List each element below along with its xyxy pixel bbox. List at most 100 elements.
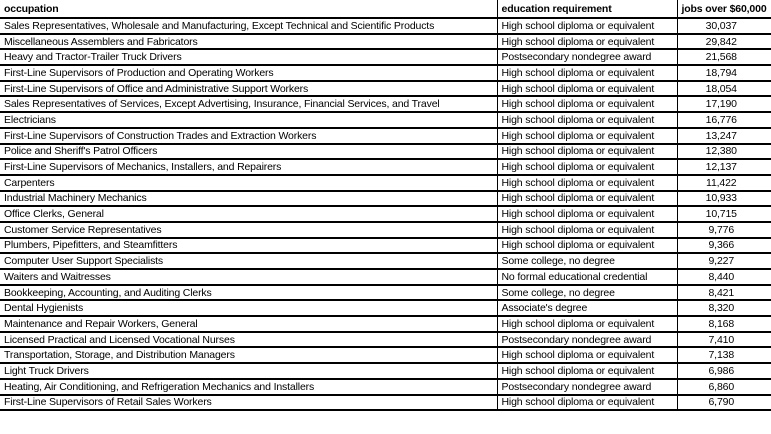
jobs-cell: 21,568 [676, 49, 771, 67]
jobs-cell: 7,410 [676, 331, 771, 349]
jobs-cell: 18,054 [676, 80, 771, 98]
table-row: Industrial Machinery Mechanics High schoo… [0, 190, 771, 208]
table-row: Police and Sheriff's Patrol Officers High… [0, 143, 771, 161]
jobs-cell: 9,227 [676, 253, 771, 270]
table-row: Heating, Air Conditioning, and Refrigera… [0, 378, 771, 396]
occupation-cell: Licensed Practical and Licensed Vocation… [0, 331, 498, 349]
jobs-cell: 29,842 [676, 33, 771, 51]
table-row: Dental Hygienists Associate's degree 8,320 [0, 300, 771, 318]
jobs-cell: 10,715 [676, 206, 771, 223]
education-cell: High school diploma or equivalent [496, 159, 678, 176]
occupation-cell: Heating, Air Conditioning, and Refrigera… [0, 378, 498, 396]
education-cell: Postsecondary nondegree award [496, 331, 678, 349]
occupation-cell: First-Line Supervisors of Office and Adm… [0, 80, 498, 98]
occupation-cell: Police and Sheriff's Patrol Officers [0, 143, 498, 161]
table-row: First-Line Supervisors of Construction T… [0, 127, 771, 145]
jobs-cell: 6,790 [676, 394, 771, 412]
jobs-cell: 18,794 [676, 65, 771, 82]
column-header-jobs-over-60000: jobs over $60,000 [676, 0, 771, 19]
jobs-cell: 10,933 [676, 190, 771, 208]
jobs-cell: 7,138 [676, 347, 771, 365]
table-row: Heavy and Tractor-Trailer Truck Drivers P… [0, 49, 771, 67]
jobs-cell: 8,421 [676, 284, 771, 302]
occupation-cell: Sales Representatives of Services, Excep… [0, 96, 498, 114]
table-row: Electricians High school diploma or equiv… [0, 112, 771, 129]
jobs-cell: 6,986 [676, 363, 771, 380]
table-body: Sales Representatives, Wholesale and Man… [0, 18, 771, 412]
jobs-cell: 17,190 [676, 96, 771, 114]
occupation-cell: First-Line Supervisors of Construction T… [0, 127, 498, 145]
occupation-cell: Industrial Machinery Mechanics [0, 190, 498, 208]
jobs-cell: 8,320 [676, 300, 771, 318]
education-cell: High school diploma or equivalent [496, 143, 678, 161]
education-cell: High school diploma or equivalent [496, 112, 678, 129]
education-cell: Some college, no degree [496, 253, 678, 270]
header-row: occupation education requirement jobs ov… [0, 0, 771, 19]
education-cell: High school diploma or equivalent [496, 190, 678, 208]
occupation-cell: Heavy and Tractor-Trailer Truck Drivers [0, 49, 498, 67]
table-row: Maintenance and Repair Workers, General H… [0, 316, 771, 333]
table-row: First-Line Supervisors of Office and Adm… [0, 80, 771, 98]
table-row: Computer User Support Specialists Some co… [0, 253, 771, 270]
table-row: Light Truck Drivers High school diploma o… [0, 363, 771, 380]
education-cell: High school diploma or equivalent [496, 221, 678, 239]
table-row: Transportation, Storage, and Distributio… [0, 347, 771, 365]
education-cell: High school diploma or equivalent [496, 237, 678, 255]
table-row: Waiters and Waitresses No formal educatio… [0, 269, 771, 286]
education-cell: Postsecondary nondegree award [496, 378, 678, 396]
table-row: Miscellaneous Assemblers and Fabricators… [0, 33, 771, 51]
jobs-cell: 12,137 [676, 159, 771, 176]
jobs-cell: 13,247 [676, 127, 771, 145]
table-row: Sales Representatives, Wholesale and Man… [0, 18, 771, 35]
table-header: occupation education requirement jobs ov… [0, 0, 771, 19]
occupation-cell: Bookkeeping, Accounting, and Auditing Cl… [0, 284, 498, 302]
occupation-cell: Customer Service Representatives [0, 221, 498, 239]
occupation-cell: Dental Hygienists [0, 300, 498, 318]
occupation-cell: Miscellaneous Assemblers and Fabricators [0, 33, 498, 51]
occupation-cell: Waiters and Waitresses [0, 269, 498, 286]
occupation-cell: First-Line Supervisors of Retail Sales W… [0, 394, 498, 412]
table-row: Sales Representatives of Services, Excep… [0, 96, 771, 114]
occupation-cell: Carpenters [0, 174, 498, 192]
table-row: First-Line Supervisors of Mechanics, Ins… [0, 159, 771, 176]
table-row: First-Line Supervisors of Production and… [0, 65, 771, 82]
occupation-cell: Light Truck Drivers [0, 363, 498, 380]
education-cell: High school diploma or equivalent [496, 18, 678, 35]
occupation-cell: Electricians [0, 112, 498, 129]
education-cell: High school diploma or equivalent [496, 127, 678, 145]
jobs-cell: 16,776 [676, 112, 771, 129]
table-row: Bookkeeping, Accounting, and Auditing Cl… [0, 284, 771, 302]
occupation-cell: First-Line Supervisors of Mechanics, Ins… [0, 159, 498, 176]
education-cell: High school diploma or equivalent [496, 316, 678, 333]
jobs-cell: 6,860 [676, 378, 771, 396]
occupation-cell: First-Line Supervisors of Production and… [0, 65, 498, 82]
jobs-cell: 9,776 [676, 221, 771, 239]
occupation-cell: Transportation, Storage, and Distributio… [0, 347, 498, 365]
table-row: Carpenters High school diploma or equival… [0, 174, 771, 192]
occupation-cell: Plumbers, Pipefitters, and Steamfitters [0, 237, 498, 255]
table-row: Office Clerks, General High school diplom… [0, 206, 771, 223]
column-header-occupation: occupation [0, 0, 498, 19]
table-row: First-Line Supervisors of Retail Sales W… [0, 394, 771, 412]
occupation-cell: Computer User Support Specialists [0, 253, 498, 270]
education-cell: High school diploma or equivalent [496, 347, 678, 365]
jobs-cell: 8,168 [676, 316, 771, 333]
jobs-cell: 8,440 [676, 269, 771, 286]
occupation-cell: Office Clerks, General [0, 206, 498, 223]
education-cell: High school diploma or equivalent [496, 65, 678, 82]
education-cell: No formal educational credential [496, 269, 678, 286]
table-row: Licensed Practical and Licensed Vocation… [0, 331, 771, 349]
education-cell: Associate's degree [496, 300, 678, 318]
education-cell: High school diploma or equivalent [496, 33, 678, 51]
occupation-cell: Sales Representatives, Wholesale and Man… [0, 18, 498, 35]
education-cell: High school diploma or equivalent [496, 80, 678, 98]
table-row: Customer Service Representatives High sch… [0, 221, 771, 239]
occupations-table: occupation education requirement jobs ov… [0, 0, 771, 412]
jobs-cell: 11,422 [676, 174, 771, 192]
education-cell: High school diploma or equivalent [496, 174, 678, 192]
education-cell: High school diploma or equivalent [496, 206, 678, 223]
jobs-cell: 12,380 [676, 143, 771, 161]
education-cell: High school diploma or equivalent [496, 394, 678, 412]
education-cell: Postsecondary nondegree award [496, 49, 678, 67]
table-row: Plumbers, Pipefitters, and Steamfitters H… [0, 237, 771, 255]
